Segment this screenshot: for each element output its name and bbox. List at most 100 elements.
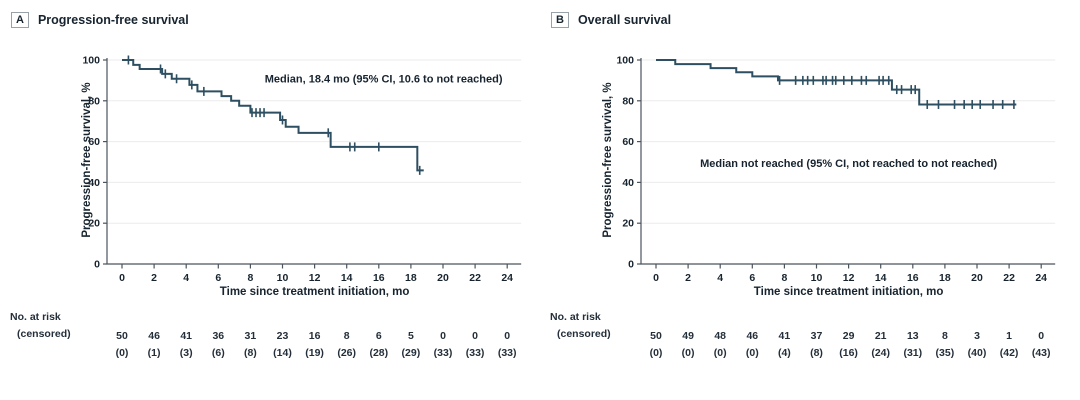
n-censored-value: (35) xyxy=(935,347,955,359)
n-censored-value: (24) xyxy=(871,347,891,359)
svg-text:2: 2 xyxy=(151,272,157,284)
n-censored-value: (0) xyxy=(649,347,663,359)
at-risk-column: 3 (40) xyxy=(968,328,987,362)
at-risk-column: 0 (33) xyxy=(434,328,453,362)
n-at-risk-value: 8 xyxy=(343,330,350,342)
n-at-risk-value: 3 xyxy=(974,330,980,342)
at-risk-column: 29 (16) xyxy=(839,328,858,362)
n-at-risk-value: 41 xyxy=(180,330,193,342)
n-censored-value: (28) xyxy=(369,347,389,359)
n-at-risk-value: 5 xyxy=(407,330,414,342)
at-risk-column: 46 (1) xyxy=(148,328,161,362)
at-risk-column: 8 (26) xyxy=(337,328,356,362)
at-risk-column: 41 (3) xyxy=(180,328,193,362)
svg-text:100: 100 xyxy=(616,55,634,67)
gridlines xyxy=(641,59,1056,224)
at-risk-label: No. at risk xyxy=(10,311,61,323)
n-at-risk-value: 49 xyxy=(682,330,694,342)
at-risk-column: 1 (42) xyxy=(1000,328,1019,362)
n-at-risk-value: 0 xyxy=(440,330,446,342)
svg-text:60: 60 xyxy=(88,136,100,148)
n-censored-value: (8) xyxy=(810,347,823,359)
svg-text:20: 20 xyxy=(622,218,634,230)
n-censored-value: (33) xyxy=(465,347,485,359)
at-risk-column: 49 (0) xyxy=(682,328,695,362)
panel-header: B Overall survival xyxy=(551,12,671,28)
svg-text:10: 10 xyxy=(811,272,823,284)
panel-letter-badge: B xyxy=(551,12,569,28)
at-risk-column: 0 (33) xyxy=(498,328,517,362)
n-censored-value: (4) xyxy=(777,347,791,359)
x-axis-label: Time since treatment initiation, mo xyxy=(219,286,410,298)
y-tick-labels: 0 20 40 60 80 100 xyxy=(616,55,634,271)
n-censored-value: (33) xyxy=(433,347,453,359)
at-risk-column: 0 (33) xyxy=(466,328,485,362)
n-at-risk-value: 6 xyxy=(375,330,382,342)
n-censored-value: (1) xyxy=(147,347,161,359)
n-censored-value: (33) xyxy=(497,347,517,359)
svg-text:20: 20 xyxy=(88,218,100,230)
n-censored-value: (8) xyxy=(243,347,257,359)
censored-label: (censored) xyxy=(557,328,611,340)
n-at-risk-value: 37 xyxy=(810,330,823,342)
n-censored-value: (3) xyxy=(179,347,193,359)
at-risk-column: 0 (43) xyxy=(1032,328,1051,362)
svg-text:24: 24 xyxy=(1035,272,1047,284)
svg-text:6: 6 xyxy=(749,272,755,284)
at-risk-column: 23 (14) xyxy=(273,328,292,362)
svg-text:2: 2 xyxy=(685,272,691,284)
at-risk-column: 50 (0) xyxy=(116,328,129,362)
svg-text:20: 20 xyxy=(971,272,983,284)
at-risk-column: 36 (6) xyxy=(212,328,225,362)
x-tick-labels: 0 2 4 6 8 10 12 14 16 18 20 22 24 xyxy=(653,272,1047,284)
svg-text:4: 4 xyxy=(717,272,723,284)
at-risk-table: No. at risk (censored) 50 (0) 46 (1) 41 (3) 36… xyxy=(0,311,540,371)
n-censored-value: (14) xyxy=(273,347,292,359)
svg-text:8: 8 xyxy=(247,272,253,284)
svg-text:14: 14 xyxy=(875,272,887,284)
n-at-risk-value: 31 xyxy=(244,330,257,342)
n-at-risk-value: 23 xyxy=(276,330,289,342)
n-at-risk-value: 16 xyxy=(308,330,321,342)
svg-text:24: 24 xyxy=(501,272,513,284)
svg-text:12: 12 xyxy=(309,272,321,284)
x-tick-labels: 0 2 4 6 8 10 12 14 16 18 20 22 24 xyxy=(119,272,513,284)
svg-text:10: 10 xyxy=(277,272,289,284)
svg-text:4: 4 xyxy=(183,272,189,284)
median-annotation: Median, 18.4 mo (95% CI, 10.6 to not rea… xyxy=(265,73,503,85)
x-axis-label: Time since treatment initiation, mo xyxy=(753,286,944,298)
at-risk-column: 8 (35) xyxy=(936,328,955,362)
n-at-risk-value: 46 xyxy=(746,330,759,342)
at-risk-column: 41 (4) xyxy=(778,328,791,362)
n-censored-value: (0) xyxy=(115,347,129,359)
at-risk-column: 21 (24) xyxy=(871,328,890,362)
svg-text:100: 100 xyxy=(82,55,100,67)
svg-text:40: 40 xyxy=(622,177,634,189)
at-risk-column: 46 (0) xyxy=(746,328,759,362)
axes xyxy=(103,58,522,269)
at-risk-column: 6 (28) xyxy=(369,328,388,362)
svg-text:80: 80 xyxy=(622,95,634,107)
at-risk-label: No. at risk xyxy=(550,311,601,323)
svg-text:16: 16 xyxy=(907,272,919,284)
n-censored-value: (16) xyxy=(839,347,858,359)
n-at-risk-value: 21 xyxy=(874,330,887,342)
svg-text:6: 6 xyxy=(215,272,221,284)
at-risk-column: 16 (19) xyxy=(305,328,324,362)
svg-text:12: 12 xyxy=(843,272,855,284)
at-risk-table: No. at risk (censored) 50 (0) 49 (0) 48 (0) 46… xyxy=(540,311,1080,371)
n-at-risk-value: 29 xyxy=(842,330,855,342)
n-at-risk-value: 0 xyxy=(1038,330,1045,342)
n-at-risk-value: 48 xyxy=(714,330,727,342)
n-at-risk-value: 41 xyxy=(778,330,791,342)
svg-text:40: 40 xyxy=(88,177,100,189)
n-censored-value: (43) xyxy=(1031,347,1051,359)
panel-progression-free-survival: A Progression-free survival Progression-… xyxy=(0,12,540,371)
n-at-risk-value: 50 xyxy=(116,330,128,342)
n-censored-value: (31) xyxy=(903,347,923,359)
svg-text:0: 0 xyxy=(653,272,659,284)
y-tick-labels: 0 20 40 60 80 100 xyxy=(82,55,100,271)
n-censored-value: (19) xyxy=(305,347,324,359)
